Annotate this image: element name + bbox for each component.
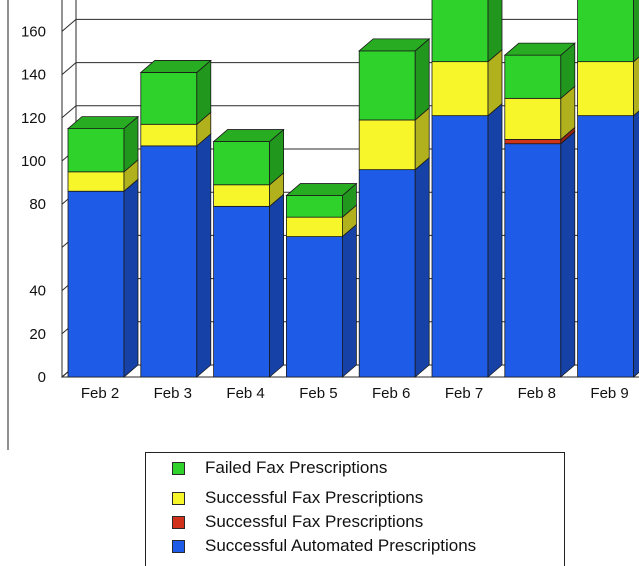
bar-segment-feb-5-s3 [285, 195, 343, 218]
bar-segment-feb-4-s2 [213, 184, 271, 207]
x-tick-label: Feb 7 [445, 385, 483, 402]
bar-segment-feb-9-s0-side [633, 110, 639, 378]
bar-segment-feb-9-s3-side [633, 0, 639, 63]
bar-top-feb-4 [212, 129, 285, 142]
bar-top-feb-8 [503, 42, 576, 56]
legend-label-successful-fax-red: Successful Fax Prescriptions [205, 512, 424, 531]
x-tick-label: Feb 9 [590, 385, 628, 402]
bar-segment-feb-5-s2 [285, 216, 343, 238]
x-tick-label: Feb 8 [518, 385, 556, 402]
bar-segment-feb-2-s2 [67, 171, 125, 192]
y-tick-label: 120 [21, 110, 46, 127]
bar-segment-feb-3-s0 [140, 145, 198, 378]
bar-segment-feb-3-s0-side [196, 133, 212, 378]
x-tick-label: Feb 2 [81, 385, 119, 402]
gridline-diagonal [61, 62, 77, 75]
bar-segment-feb-7-s0 [431, 115, 489, 378]
legend-label-successful-fax-yellow: Successful Fax Prescriptions [205, 488, 424, 507]
bar-segment-feb-7-s3-side [487, 0, 503, 63]
x-tick-label: Feb 3 [154, 385, 192, 402]
legend-item-successful-automated: Successful Automated Prescriptions [172, 533, 476, 559]
bar-segment-feb-8-s0 [504, 143, 562, 378]
bar-segment-feb-6-s3 [358, 50, 416, 121]
y-tick-label: 160 [21, 23, 46, 40]
stacked-bar-chart: 0 20 40 80 100 120 140 160 Feb 2 Feb 3 Feb 4 Feb 5 F… [7, 0, 639, 450]
bar-segment-feb-6-s2 [358, 119, 416, 171]
chart-legend: Failed Fax Prescriptions Successful Fax … [145, 452, 565, 566]
y-tick-label: 40 [29, 283, 46, 300]
bar-segment-feb-4-s0 [213, 205, 271, 378]
bar-segment-feb-4-s0-side [269, 193, 285, 378]
legend-label-successful-automated: Successful Automated Prescriptions [205, 536, 477, 555]
bar-top-feb-5 [285, 183, 358, 196]
bar-segment-feb-7-s0-side [487, 102, 503, 378]
bar-top-feb-6 [358, 38, 431, 52]
bar-segment-feb-5-s0-side [341, 223, 357, 378]
legend-swatch-failed-fax [172, 461, 185, 475]
legend-item-successful-fax-red: Successful Fax Prescriptions [172, 509, 423, 535]
bar-segment-feb-5-s0 [285, 236, 343, 378]
y-tick-label: 100 [21, 153, 46, 170]
x-tick-label: Feb 4 [226, 385, 264, 402]
y-tick-label: 20 [29, 326, 46, 343]
bar-segment-feb-8-s1 [504, 138, 562, 145]
bar-segment-feb-2-s0 [67, 190, 125, 378]
bar-segment-feb-7-s3 [431, 0, 489, 63]
bar-top-feb-2 [66, 116, 140, 130]
bar-segment-feb-4-s3 [213, 141, 271, 186]
bar-segment-feb-8-s2 [504, 97, 562, 140]
legend-swatch-successful-fax-yellow [172, 491, 185, 505]
bar-segment-feb-8-s0-side [560, 130, 576, 378]
legend-item-successful-fax-yellow: Successful Fax Prescriptions [172, 485, 423, 511]
bar-segment-feb-6-s0 [358, 169, 416, 378]
bar-segment-feb-6-s0-side [414, 156, 430, 378]
bar-segment-feb-2-s0-side [123, 178, 139, 378]
bar-segment-feb-2-s3 [67, 128, 125, 173]
legend-item-failed-fax: Failed Fax Prescriptions [172, 455, 387, 481]
bar-segment-feb-3-s3 [140, 72, 198, 125]
bar-segment-feb-9-s0 [577, 115, 634, 378]
gridline-diagonal [61, 19, 77, 32]
bar-segment-feb-9-s2 [577, 61, 634, 117]
bar-segment-feb-3-s2 [140, 123, 198, 147]
y-tick-label: 140 [21, 67, 46, 84]
bar-top-feb-3 [139, 60, 212, 73]
bar-segment-feb-8-s3 [504, 54, 562, 99]
bar-segment-feb-7-s2 [431, 61, 489, 117]
x-tick-label: Feb 5 [299, 385, 337, 402]
gridline-diagonal [61, 105, 77, 119]
x-tick-label: Feb 6 [372, 385, 410, 402]
legend-label-failed-fax: Failed Fax Prescriptions [205, 458, 388, 477]
y-tick-label: 80 [29, 196, 46, 213]
bar-segment-feb-6-s3-side [414, 37, 430, 121]
legend-swatch-successful-automated [172, 539, 185, 553]
bar-segment-feb-9-s2-side [633, 56, 639, 117]
legend-swatch-successful-fax-red [172, 515, 185, 529]
y-tick-label: 0 [38, 369, 46, 386]
bar-segment-feb-9-s3 [577, 0, 634, 63]
